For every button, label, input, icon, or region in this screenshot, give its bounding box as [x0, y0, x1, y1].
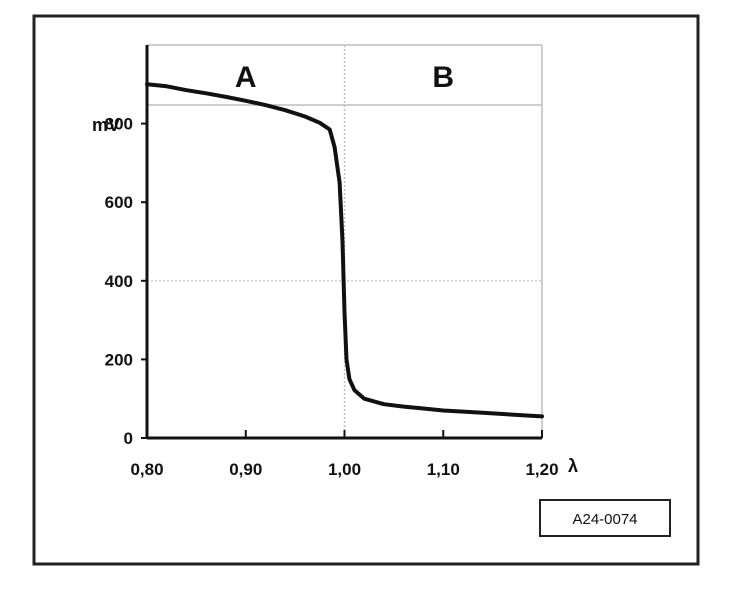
x-tick-label: 1,20: [525, 460, 558, 479]
y-tick-label: 0: [124, 429, 133, 448]
x-tick-label: 0,80: [130, 460, 163, 479]
reference-box: [539, 499, 671, 537]
region-label-b: B: [432, 61, 454, 94]
reference-code: A24-0074: [572, 511, 637, 528]
y-axis-label: mV: [92, 115, 120, 135]
x-tick-label: 0,90: [229, 460, 262, 479]
y-tick-label: 800: [105, 115, 133, 134]
series-line-0: [145, 82, 544, 419]
y-tick-label: 400: [105, 272, 133, 291]
series-layer: [145, 82, 544, 419]
outer-frame: [32, 14, 700, 566]
labels-layer: 0 200 400 600 800 0,80 0,90 1,00 1,10 1,20 A B: [105, 61, 559, 479]
x-axis-label: λ: [568, 456, 578, 476]
x-tick-label: 1,10: [427, 460, 460, 479]
axes: [141, 45, 543, 440]
y-tick-label: 600: [105, 193, 133, 212]
region-label-a: A: [235, 61, 257, 94]
y-tick-label: 200: [105, 350, 133, 369]
x-tick-label: 1,00: [328, 460, 361, 479]
